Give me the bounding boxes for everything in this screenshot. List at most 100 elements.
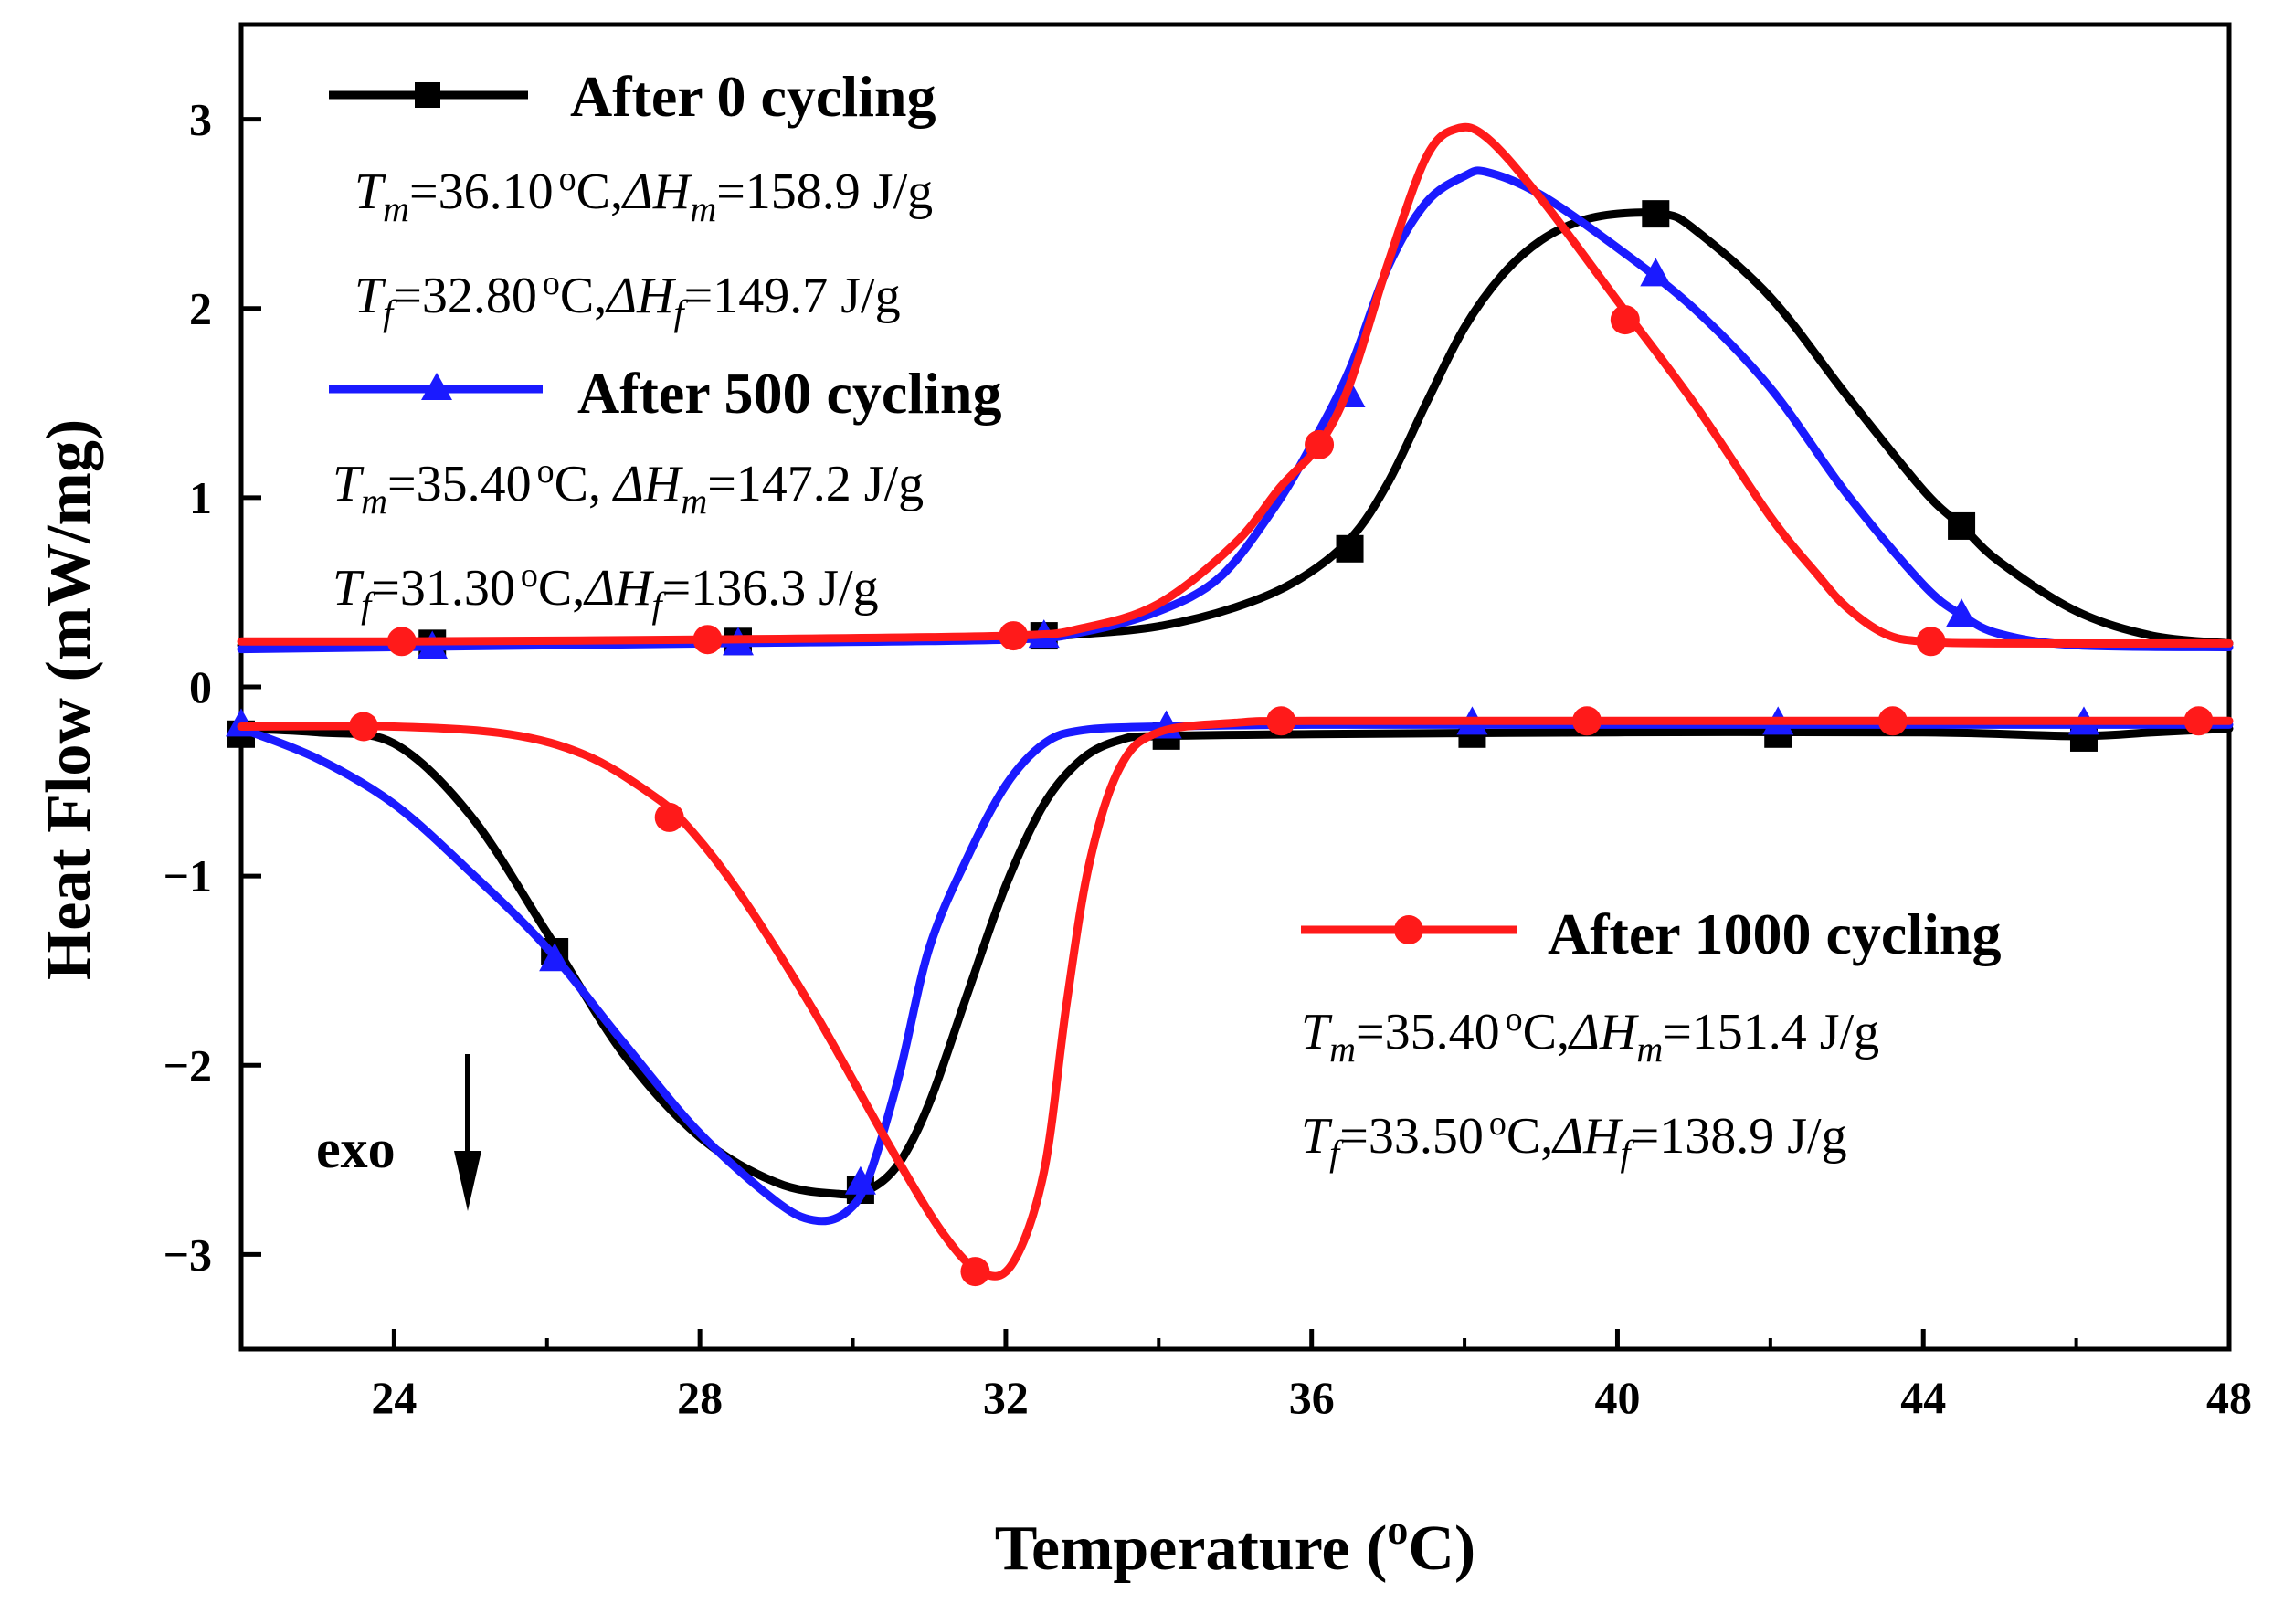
ann-0-freeze-T: T bbox=[354, 268, 386, 324]
annotation-1000-melt: Tm=35.40 oC,ΔHm=151.4 J/g bbox=[1301, 1000, 1879, 1070]
ann-0-melt-dHsub: m bbox=[690, 188, 716, 229]
ann-1000-melt-dHval: =151.4 J/g bbox=[1663, 1004, 1879, 1060]
ann-500-freeze-dH: ΔH bbox=[583, 560, 654, 617]
circle-data-point bbox=[386, 627, 417, 657]
ann-0-melt-Tsub: m bbox=[383, 188, 409, 229]
series-after-1000-cycling bbox=[237, 122, 2234, 1287]
x-tick-label: 24 bbox=[371, 1372, 417, 1423]
triangle-data-point bbox=[1946, 598, 1978, 627]
y-axis-ticks: 3 2 1 0 −1 −2 −3 bbox=[164, 94, 261, 1280]
x-tick-label: 32 bbox=[983, 1372, 1029, 1423]
circle-data-point bbox=[348, 712, 378, 742]
ann-0-freeze-C: C, bbox=[560, 268, 607, 324]
circle-data-point bbox=[1266, 706, 1296, 736]
ann-500-freeze-Tval: =31.30 bbox=[371, 560, 515, 617]
ann-0-melt-Tval: =36.10 bbox=[409, 163, 554, 220]
legend-triangle-marker-icon bbox=[421, 373, 452, 400]
ann-500-melt-dHsub: m bbox=[681, 480, 707, 522]
y-tick-label: 1 bbox=[189, 472, 212, 523]
ann-1000-melt-dH: ΔH bbox=[1568, 1004, 1639, 1060]
ann-500-melt-Tsub: m bbox=[361, 480, 387, 522]
circle-data-point bbox=[2183, 706, 2214, 736]
x-axis-title-degree: o bbox=[1387, 1506, 1408, 1553]
square-data-point bbox=[1642, 200, 1670, 228]
y-tick-label: 3 bbox=[189, 94, 212, 145]
ann-1000-freeze-Tval: =33.50 bbox=[1339, 1108, 1484, 1165]
ann-500-freeze-deg: o bbox=[521, 556, 538, 595]
square-data-point bbox=[1336, 534, 1364, 563]
ann-500-melt-Tval: =35.40 bbox=[387, 456, 532, 512]
cooling-curve bbox=[237, 716, 2234, 1281]
legend-square-marker-icon bbox=[415, 82, 440, 108]
ann-0-freeze-dHval: =149.7 J/g bbox=[684, 268, 901, 324]
annotation-500-freeze: Tf=31.30 oC,ΔHf=136.3 J/g bbox=[333, 556, 879, 626]
ann-500-melt-C: C, bbox=[555, 456, 614, 512]
circle-data-point bbox=[1610, 305, 1640, 335]
series-after-500-cycling bbox=[226, 166, 2234, 1226]
legend-label-1000: After 1000 cycling bbox=[1548, 902, 2001, 966]
y-tick-label: −2 bbox=[164, 1039, 213, 1091]
legend-label-0: After 0 cycling bbox=[570, 64, 936, 129]
ann-0-melt-deg: o bbox=[559, 160, 576, 198]
ann-0-freeze-Tval: =32.80 bbox=[393, 268, 537, 324]
x-axis-ticks: 24 28 32 36 40 44 48 bbox=[371, 1329, 2252, 1423]
circle-data-point bbox=[999, 621, 1029, 651]
series-after-0-cycling bbox=[227, 200, 2234, 1204]
triangle-data-point bbox=[844, 1165, 876, 1195]
legend-circle-marker-icon bbox=[1394, 915, 1423, 944]
heating-curve bbox=[237, 122, 2234, 649]
annotation-0-freeze: Tf=32.80 oC,ΔHf=149.7 J/g bbox=[354, 264, 901, 333]
x-axis-title-prefix: Temperature ( bbox=[995, 1513, 1388, 1584]
x-tick-label: 28 bbox=[677, 1372, 723, 1423]
ann-500-melt-deg: o bbox=[537, 452, 555, 490]
y-tick-label: 2 bbox=[189, 283, 212, 334]
circle-data-point bbox=[1916, 627, 1946, 657]
annotation-0-melt: Tm=36.10 oC,ΔHm=158.9 J/g bbox=[354, 160, 933, 229]
x-tick-label: 44 bbox=[1900, 1372, 1946, 1423]
ann-500-freeze-C: C, bbox=[538, 560, 585, 617]
ann-1000-freeze-T: T bbox=[1301, 1108, 1333, 1165]
legend-entry-1000: After 1000 cycling bbox=[1301, 902, 2001, 966]
ann-0-melt-dHval: =158.9 J/g bbox=[716, 163, 933, 220]
legend-entry-500: After 500 cycling bbox=[329, 361, 1001, 426]
ann-0-melt-T: T bbox=[354, 163, 386, 220]
ann-1000-melt-deg: o bbox=[1506, 1000, 1523, 1039]
ann-0-melt-C: C, bbox=[576, 163, 623, 220]
ann-0-freeze-deg: o bbox=[543, 264, 560, 302]
circle-data-point bbox=[654, 802, 684, 832]
circle-data-point bbox=[1571, 706, 1602, 736]
x-axis-title: Temperature (oC) bbox=[995, 1506, 1476, 1584]
ann-1000-melt-Tsub: m bbox=[1329, 1028, 1356, 1070]
ann-500-melt-dHval: =147.2 J/g bbox=[707, 456, 924, 512]
ann-500-melt-dH: ΔH bbox=[612, 456, 683, 512]
plot-frame bbox=[238, 22, 2232, 1352]
ann-1000-melt-Tval: =35.40 bbox=[1356, 1004, 1500, 1060]
legend-entry-0: After 0 cycling bbox=[329, 64, 936, 129]
cooling-curve bbox=[237, 720, 2234, 1226]
circle-data-point bbox=[960, 1257, 990, 1287]
annotation-1000-freeze: Tf=33.50 oC,ΔHf=138.9 J/g bbox=[1301, 1104, 1847, 1174]
ann-500-melt-T: T bbox=[333, 456, 365, 512]
ann-1000-freeze-dH: ΔH bbox=[1551, 1108, 1623, 1165]
circle-data-point bbox=[692, 625, 723, 655]
y-axis-title: Heat Flow (mW/mg) bbox=[34, 419, 104, 980]
x-axis-title-suffix: C) bbox=[1408, 1513, 1475, 1584]
y-tick-label: −3 bbox=[164, 1229, 213, 1280]
x-tick-label: 48 bbox=[2206, 1372, 2252, 1423]
ann-1000-freeze-deg: o bbox=[1489, 1104, 1507, 1143]
x-tick-label: 40 bbox=[1594, 1372, 1640, 1423]
series-layer bbox=[226, 122, 2234, 1287]
ann-1000-freeze-dHval: =138.9 J/g bbox=[1631, 1108, 1847, 1165]
y-tick-label: −1 bbox=[164, 850, 213, 902]
triangle-data-point bbox=[1640, 258, 1672, 287]
exo-arrow-down-icon bbox=[454, 1054, 481, 1211]
legend-label-500: After 500 cycling bbox=[577, 361, 1001, 426]
ann-1000-freeze-C: C, bbox=[1507, 1108, 1553, 1165]
x-tick-label: 36 bbox=[1289, 1372, 1335, 1423]
ann-500-freeze-dHval: =136.3 J/g bbox=[662, 560, 879, 617]
ann-1000-melt-C: C, bbox=[1523, 1004, 1570, 1060]
ann-1000-melt-dHsub: m bbox=[1636, 1028, 1663, 1070]
circle-data-point bbox=[1877, 706, 1908, 736]
triangle-data-point bbox=[539, 943, 571, 972]
